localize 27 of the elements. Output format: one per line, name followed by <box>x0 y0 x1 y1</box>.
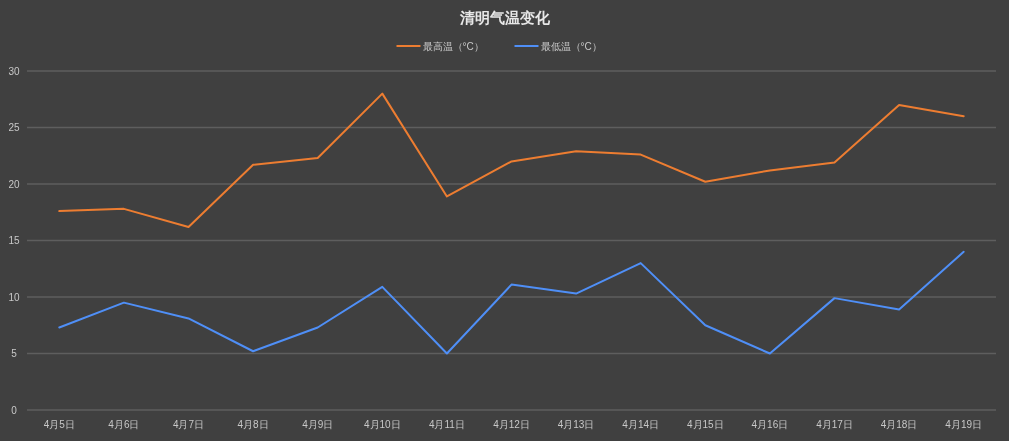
x-tick-label: 4月11日 <box>428 419 465 430</box>
x-tick-label: 4月19日 <box>945 419 983 430</box>
y-tick-label: 10 <box>8 291 20 303</box>
y-tick-label: 30 <box>8 65 20 77</box>
x-tick-label: 4月5日 <box>43 419 75 430</box>
x-tick-label: 4月18日 <box>880 419 918 430</box>
chart-title: 清明气温变化 <box>458 9 551 26</box>
x-tick-label: 4月6日 <box>108 419 140 430</box>
x-tick-label: 4月15日 <box>686 419 724 430</box>
x-tick-label: 4月10日 <box>363 419 401 430</box>
line-series <box>58 250 965 355</box>
x-tick-label: 4月12日 <box>493 419 530 430</box>
x-tick-label: 4月16日 <box>751 419 789 430</box>
x-tick-label: 4月13日 <box>557 419 595 430</box>
x-tick-label: 4月7日 <box>172 419 205 430</box>
legend-label: 最低温（°C） <box>540 41 602 52</box>
y-tick-label: 5 <box>11 348 18 359</box>
y-tick-label: 0 <box>11 404 18 416</box>
x-tick-label: 4月14日 <box>622 419 660 430</box>
y-tick-label: 15 <box>8 235 20 246</box>
legend-label: 最高温（°C） <box>422 41 484 52</box>
x-tick-label: 4月9日 <box>302 419 334 430</box>
x-tick-label: 4月8日 <box>237 419 269 430</box>
line-series <box>58 92 965 228</box>
y-tick-label: 20 <box>8 178 20 190</box>
y-tick-label: 25 <box>8 122 20 133</box>
x-tick-label: 4月17日 <box>816 419 853 430</box>
